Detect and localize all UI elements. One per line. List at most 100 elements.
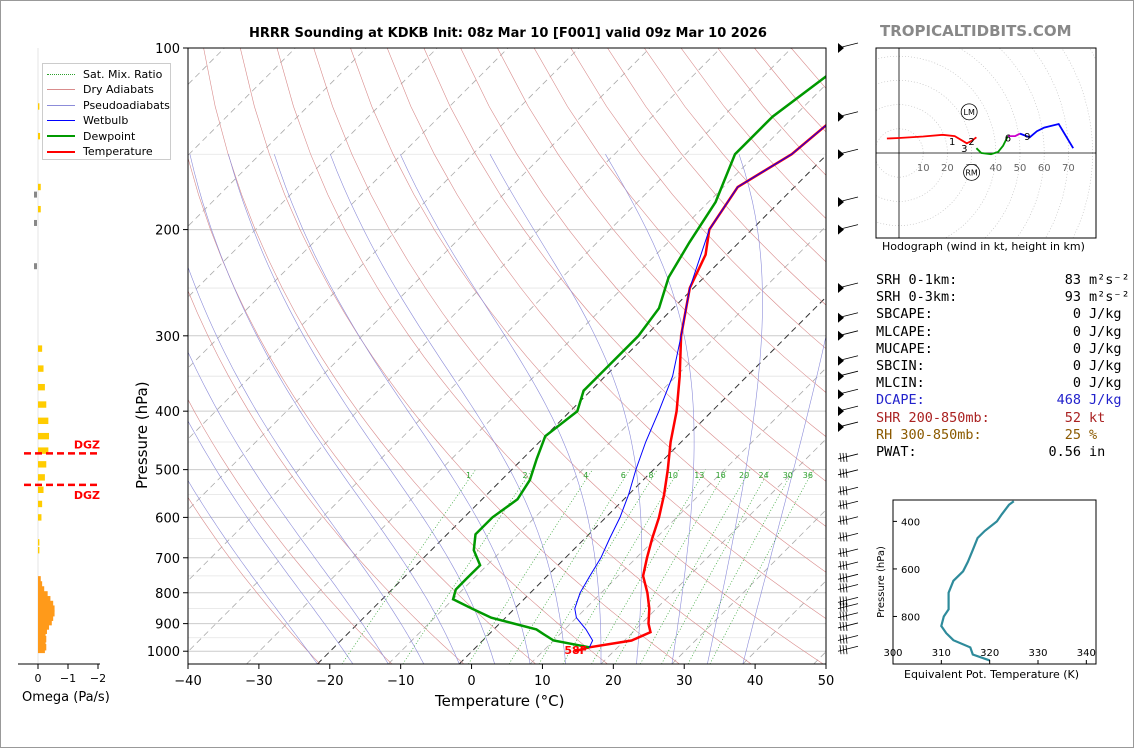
- dry-adiabat: [460, 48, 826, 482]
- hodograph-height-label: 3: [961, 144, 967, 155]
- theta-y-tick-label: 600: [901, 565, 920, 576]
- wind-barb-staff: [837, 584, 859, 590]
- hodograph-area: 1020304050607012369LMRM: [876, 48, 1096, 238]
- wind-barb-feather: [845, 532, 848, 542]
- dry-adiabat: [386, 48, 826, 573]
- stat-value: 0: [1072, 323, 1081, 340]
- x-tick-label: 40: [747, 674, 764, 689]
- stat-label: SBCIN:: [876, 358, 925, 375]
- legend-swatch: [47, 104, 75, 106]
- wind-barb-staff: [837, 603, 859, 610]
- omega-x-tick-label: −1: [60, 672, 76, 685]
- wind-barb: [837, 611, 859, 621]
- stat-row: DCAPE: 468 J/kg: [876, 392, 1130, 409]
- wind-barb-feather: [839, 634, 842, 644]
- wind-barb-feather: [839, 611, 842, 621]
- legend: Sat. Mix. Ratio Dry Adiabats Pseudoadiabat…: [42, 63, 171, 160]
- wind-barb-feather: [839, 573, 842, 583]
- stat-label: MLCAPE:: [876, 323, 933, 340]
- wind-barb-flag: [838, 422, 844, 433]
- wind-barb-feather: [845, 452, 848, 462]
- wind-barb-flag: [838, 43, 844, 53]
- stat-value: 0.56: [1048, 444, 1081, 461]
- stat-label: MLCIN:: [876, 375, 925, 392]
- wind-barb-feather: [842, 468, 845, 478]
- hodograph-tick-label: 50: [1014, 163, 1027, 174]
- wind-barb: [837, 602, 859, 612]
- mixing-ratio-label: 16: [716, 471, 726, 480]
- wind-barb: [837, 532, 859, 542]
- stat-label: SBCAPE:: [876, 306, 933, 323]
- wind-barb-feather: [839, 515, 842, 525]
- wind-barb: [837, 42, 859, 53]
- stat-row: SRH 0-3km: 93 m²s⁻²: [876, 289, 1130, 306]
- isotherm: [188, 48, 509, 369]
- isotherm: [388, 225, 826, 664]
- stat-row: MLCAPE: 0 J/kg: [876, 324, 1130, 341]
- storm-motion-marker: [963, 163, 980, 181]
- pseudoadiabat: [489, 154, 643, 664]
- stat-label: SRH 0-1km:: [876, 272, 958, 288]
- mixing-ratio-label: 30: [783, 471, 793, 480]
- y-axis-label-text: Pressure (hPa): [133, 381, 151, 489]
- wind-barb-feather: [842, 532, 845, 542]
- omega-bar: [38, 514, 42, 521]
- wind-barb-feather: [839, 452, 842, 462]
- x-tick-label: −10: [387, 674, 414, 689]
- stat-row: MUCAPE: 0 J/kg: [876, 341, 1130, 358]
- storm-motion-marker: [960, 103, 978, 121]
- x-tick-label: −20: [316, 674, 343, 689]
- wind-barb-feather: [839, 547, 842, 558]
- pseudoadiabat: [400, 154, 602, 664]
- wind-barb-feather: [842, 583, 845, 593]
- stat-unit: m²s⁻²: [1089, 272, 1130, 288]
- y-tick-label: 700: [155, 552, 180, 567]
- wind-barb-feather: [845, 611, 848, 621]
- wind-barb-staff: [837, 532, 859, 539]
- wind-barb-flag: [838, 224, 844, 235]
- pseudoadiabat: [605, 154, 695, 664]
- wind-barb-flag: [838, 355, 844, 366]
- wind-barb: [837, 583, 859, 593]
- wind-barb-feather: [839, 500, 842, 510]
- dgz-label: DGZ: [74, 489, 100, 502]
- mixing-ratio-line: [614, 469, 728, 664]
- pseudoadiabat: [330, 154, 566, 664]
- theta-x-tick-label: 320: [980, 648, 999, 659]
- pseudoadiabat: [742, 334, 826, 664]
- wind-barb: [837, 560, 859, 571]
- stat-row: MLCIN: 0 J/kg: [876, 375, 1130, 392]
- wind-barb-feather: [839, 596, 842, 606]
- stat-unit: m²s⁻²: [1089, 289, 1130, 306]
- stat-unit: J/kg: [1089, 358, 1122, 375]
- omega-bar: [38, 640, 46, 647]
- wind-barb: [837, 405, 859, 417]
- isotherm: [188, 48, 438, 298]
- legend-item: Temperature: [47, 145, 153, 159]
- dry-adiabat: [497, 48, 826, 438]
- theta-frame: [892, 499, 1097, 665]
- omega-bar: [38, 546, 40, 554]
- omega-bar: [34, 219, 37, 226]
- wind-barb: [837, 370, 859, 382]
- dry-adiabat: [570, 48, 826, 350]
- mixing-ratio-label: 24: [758, 471, 768, 480]
- wind-barb-flag: [838, 312, 844, 323]
- wind-barb: [837, 196, 859, 207]
- omega-axis-label: Omega (Pa/s): [22, 690, 110, 705]
- wind-barb-feather: [839, 621, 842, 631]
- isotherm: [671, 509, 826, 664]
- wind-barb-staff: [837, 548, 859, 555]
- wind-barb-feather: [842, 515, 845, 525]
- omega-bar: [38, 586, 45, 593]
- legend-item: Pseudoadiabats: [47, 98, 170, 112]
- pseudoadiabat: [188, 266, 425, 664]
- chart-title: HRRR Sounding at KDKB Init: 08z Mar 10 […: [249, 26, 767, 41]
- hodograph-height-label: 2: [968, 137, 974, 148]
- wind-barb: [837, 388, 859, 400]
- stat-value: 468: [1056, 392, 1081, 409]
- omega-bar: [38, 627, 47, 634]
- mixing-ratio-line: [661, 469, 770, 664]
- stat-label: SHR 200-850mb:: [876, 409, 990, 426]
- omega-bar: [38, 474, 45, 481]
